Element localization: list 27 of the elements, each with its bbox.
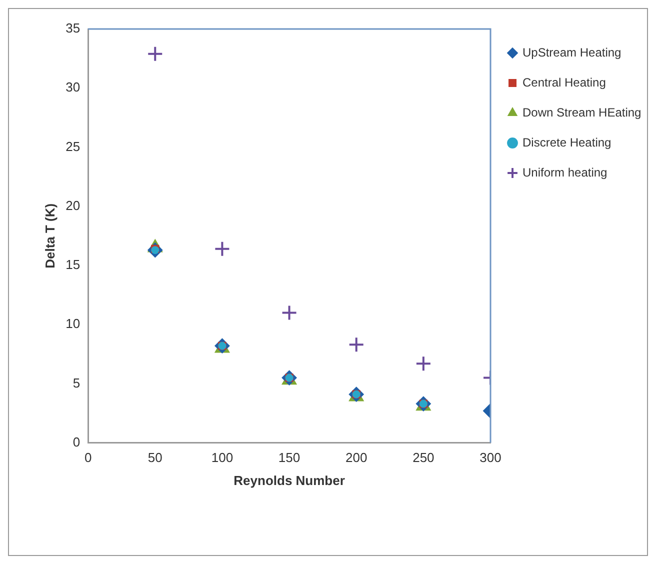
x-tick-label: 250 [412, 450, 434, 466]
legend-label: Discrete Heating [522, 135, 612, 150]
x-tick-label: 100 [211, 450, 234, 466]
y-tick-label: 35 [66, 20, 80, 36]
x-tick-label: 300 [480, 450, 502, 466]
legend-label: Down Stream HEating [522, 105, 642, 120]
x-tick-label: 0 [84, 450, 92, 466]
point [348, 336, 364, 353]
point [147, 46, 164, 62]
y-tick-label: 25 [66, 138, 80, 154]
x-axis-title: Reynolds Number [234, 472, 345, 488]
y-tick-label: 0 [72, 434, 80, 450]
point [281, 304, 298, 321]
legend-label: Uniform heating [522, 165, 608, 180]
legend-label: Central Heating [522, 75, 606, 90]
point [415, 356, 432, 372]
point [214, 240, 230, 257]
y-tick-label: 10 [66, 316, 80, 332]
x-tick-label: 150 [278, 450, 300, 466]
y-axis-title: Delta T (K) [42, 203, 58, 268]
x-tick-label: 50 [148, 450, 162, 466]
legend-label: UpStream Heating [522, 45, 622, 60]
x-tick-label: 200 [346, 450, 368, 466]
y-tick-label: 20 [66, 198, 80, 213]
y-tick-label: 15 [66, 257, 80, 272]
y-tick-label: 5 [72, 375, 80, 390]
y-tick-label: 30 [66, 80, 80, 95]
